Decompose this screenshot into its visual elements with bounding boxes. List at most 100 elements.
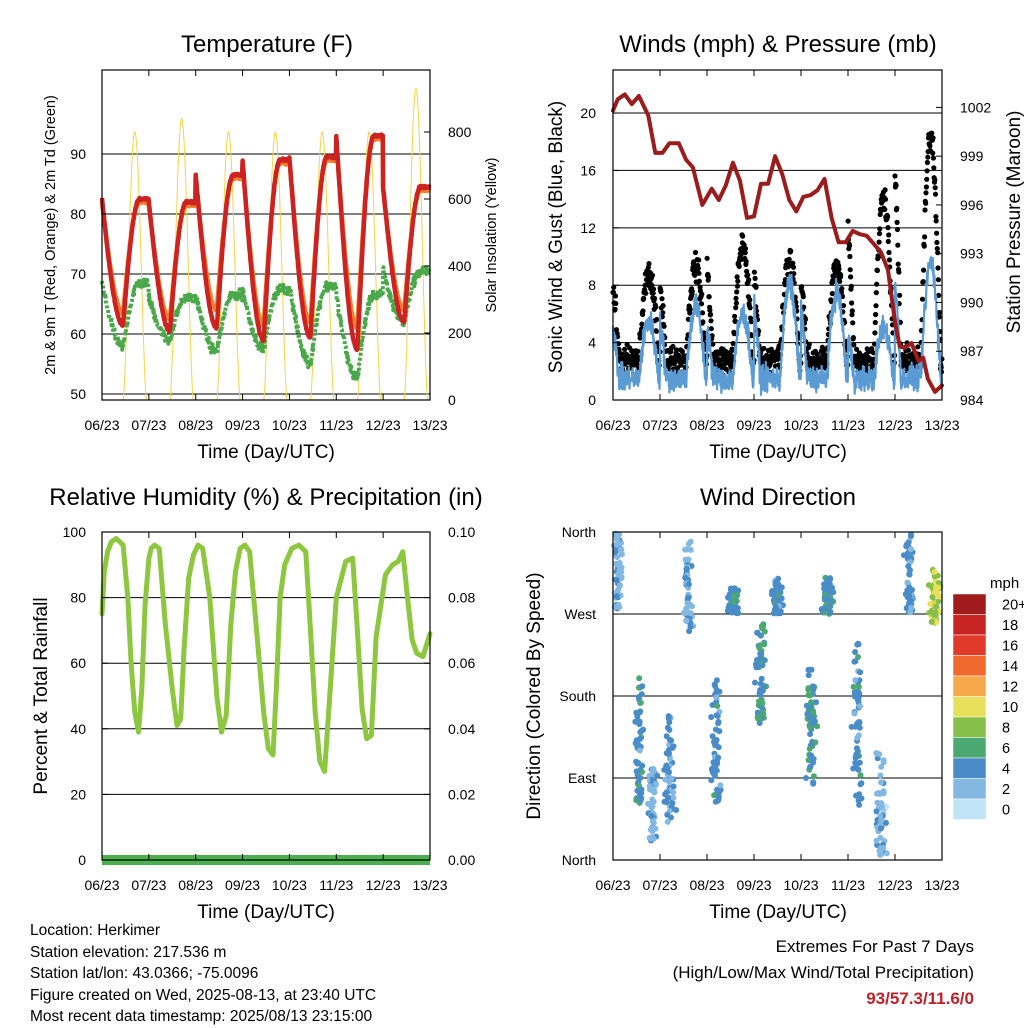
wind-direction-point [647,835,654,842]
gust-point [788,248,794,254]
gust-point [877,226,883,232]
wind-speed-legend-title: mph [990,575,1019,592]
wind-direction-point [774,608,781,615]
wind-direction-point [757,650,764,657]
wind-direction-point [760,710,767,717]
gust-point [802,316,809,322]
humidity-gridlines [102,597,430,795]
gust-point [892,173,898,179]
wind-direction-point [756,655,763,662]
wind-direction-point [685,594,691,601]
gust-point [874,267,881,274]
wind-direction-point [730,598,737,605]
wind-direction-point [856,719,863,726]
wind-direction-point [807,731,814,738]
gust-point [836,266,842,272]
wind-direction-point [684,609,691,616]
gust-point [734,274,740,280]
wind-direction-point [633,797,640,804]
wind-direction-point [760,621,767,628]
wind-direction-point [686,628,693,635]
t2m-line [99,132,432,353]
wind-direction-point [717,782,724,789]
wind-direction-point [613,576,620,583]
wind-direction-point [729,609,736,616]
wind-direction-point [806,745,813,752]
gust-point [748,319,754,325]
solar-y-tick-label: 200 [448,325,472,341]
wind-direction-point [755,698,762,705]
gust-point [873,290,879,296]
direction-y-tick-label: East [568,770,596,786]
gust-point [673,347,680,353]
wind-direction-point [639,769,645,775]
gust-point [829,290,835,297]
wind-direction-point [713,694,720,701]
temperature-x-tick-label: 07/23 [131,417,166,433]
wind-direction-point [711,739,718,745]
wind-direction-point [639,683,646,690]
wind-direction-point [803,775,809,781]
gust-point [848,283,854,289]
winds-ylabel: Sonic Wind & Gust (Blue, Black) [546,101,567,373]
wind-direction-point [714,703,721,709]
gust-point [699,291,705,297]
gust-point [934,246,940,252]
gust-point [612,293,619,299]
winds-y-tick-label: 12 [580,220,596,236]
gust-point [801,304,807,310]
gust-point [696,257,702,263]
wind-direction-point [618,551,625,558]
direction-y-tick-label: North [562,524,596,540]
legend-swatch [952,675,987,697]
gust-point [930,135,936,141]
gust-point [745,272,751,278]
wind-direction-point [805,672,812,679]
extremes-subtitle: (High/Low/Max Wind/Total Precipitation) [672,963,974,982]
legend-swatch [952,593,987,615]
wind-direction-point [758,675,765,682]
gust-point [752,275,758,281]
gust-point [696,270,702,276]
wind-direction-point [805,666,812,673]
wind-direction-point [905,588,912,595]
legend-label: 18 [1002,618,1018,634]
gust-point [919,296,926,302]
gust-point [924,168,930,174]
gust-point [710,341,716,347]
wind-direction-point [754,629,761,636]
humidity-plot-area [99,536,433,865]
gust-point [935,265,941,271]
wind-direction-point [670,794,677,801]
humidity-x-tick-label: 07/23 [131,877,166,893]
gust-point [659,296,665,302]
gust-point [927,143,933,149]
wind-direction-point [616,531,623,538]
gust-point [873,311,879,318]
gust-point [687,306,693,312]
wind-direction-point [852,759,859,766]
wind-direction-point [761,628,768,635]
wind-direction-point [757,642,764,649]
solar-y-tick-label: 800 [448,124,472,140]
wind-direction-point [878,800,885,807]
gust-point [934,230,940,236]
legend-swatch [952,798,987,820]
wind-direction-point [826,581,833,588]
wind-direction-point [662,776,669,783]
gust-point [696,278,703,284]
wind-direction-point [636,709,643,716]
wind-direction-point [827,608,834,615]
wind-direction-point [855,797,862,804]
gust-point [679,348,686,355]
gust-point [612,306,618,312]
wind-direction-point [927,601,934,607]
wind-direction-point [713,687,720,694]
temperature-frame [101,69,431,401]
wind-direction-point [852,677,859,684]
wind-direction-point [936,593,943,600]
gust-point [742,246,749,252]
extremes-box: Extremes For Past 7 Days (High/Low/Max W… [673,934,974,1012]
wind-direction-x-tick-label: 09/23 [736,877,771,893]
temperature-xlabel: Time (Day/UTC) [197,442,335,463]
